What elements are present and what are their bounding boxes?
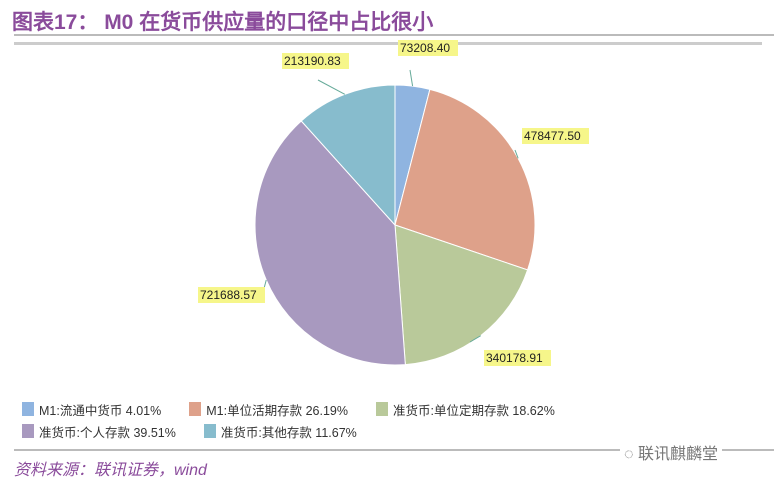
legend-label: 准货币:其他存款 11.67% bbox=[220, 425, 357, 440]
legend-swatch bbox=[375, 402, 388, 416]
divider bbox=[14, 449, 774, 451]
leader-line bbox=[409, 69, 414, 87]
leader-line bbox=[514, 149, 519, 159]
legend-swatch bbox=[203, 424, 216, 438]
data-label-bg bbox=[198, 287, 265, 303]
source-note: 资料来源：联讯证券，wind bbox=[14, 462, 207, 479]
data-label: 213190.83 bbox=[284, 54, 341, 68]
wechat-icon: ◌ bbox=[624, 446, 638, 463]
data-label-bg bbox=[282, 53, 349, 69]
data-label: 340178.91 bbox=[486, 351, 543, 365]
legend-item: 准货币:单位定期存款 18.62% bbox=[375, 398, 555, 420]
data-label: 721688.57 bbox=[200, 288, 257, 302]
pie-slice bbox=[300, 84, 396, 227]
legend: M1:流通中货币 4.01% M1:单位活期存款 26.19% 准货币:单位定期存款… bbox=[22, 398, 762, 442]
legend-item: 准货币:其他存款 11.67% bbox=[203, 420, 357, 442]
leader-line bbox=[469, 335, 481, 343]
data-label-bg bbox=[484, 350, 551, 366]
legend-item: M1:流通中货币 4.01% bbox=[22, 398, 161, 420]
legend-label: 准货币:个人存款 39.51% bbox=[39, 425, 176, 440]
legend-label: M1:流通中货币 4.01% bbox=[39, 403, 162, 418]
divider bbox=[14, 34, 774, 36]
data-label: 73208.40 bbox=[400, 41, 450, 55]
legend-label: 准货币:单位定期存款 18.62% bbox=[392, 403, 555, 418]
legend-item: 准货币:个人存款 39.51% bbox=[22, 420, 176, 442]
chart-title: 图表17： M0 在货币供应量的口径中占比很小 bbox=[12, 11, 434, 34]
leader-line bbox=[317, 79, 346, 95]
divider bbox=[14, 42, 762, 45]
data-label: 478477.50 bbox=[524, 129, 581, 143]
legend-swatch bbox=[22, 424, 34, 438]
pie-chart: 73208.40 478477.50 340178.91 721688.57 21319… bbox=[198, 40, 589, 366]
legend-swatch bbox=[189, 402, 202, 416]
legend-item: M1:单位活期存款 26.19% bbox=[189, 398, 348, 420]
legend-swatch bbox=[22, 402, 34, 416]
watermark: ◌ 联讯麒麟堂 bbox=[620, 440, 722, 464]
legend-label: M1:单位活期存款 26.19% bbox=[206, 403, 348, 418]
data-label-bg bbox=[522, 128, 589, 144]
data-label-bg bbox=[398, 40, 458, 56]
